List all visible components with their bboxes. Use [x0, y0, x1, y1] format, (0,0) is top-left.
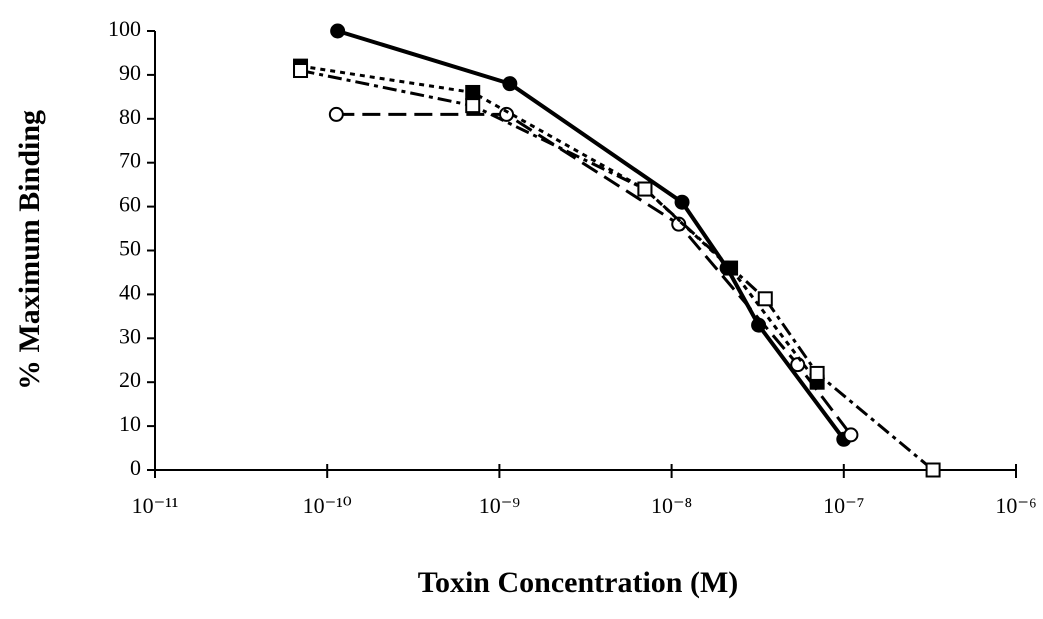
point	[925, 462, 941, 478]
y-tick-label: 70	[119, 148, 141, 173]
y-tick-label: 50	[119, 236, 141, 261]
point	[757, 291, 773, 307]
point	[809, 365, 825, 381]
point	[674, 194, 690, 210]
point	[328, 106, 344, 122]
point	[330, 23, 346, 39]
point	[465, 84, 481, 100]
x-tick-label: 10⁻¹¹	[132, 493, 179, 518]
x-tick-label: 10⁻⁷	[823, 493, 864, 518]
y-tick-label: 0	[130, 455, 141, 480]
x-tick-label: 10⁻⁹	[479, 493, 521, 518]
x-tick-label: 10⁻⁸	[651, 493, 692, 518]
point	[293, 63, 309, 79]
y-axis-title: % Maximum Binding	[13, 110, 46, 390]
x-tick-label: 10⁻⁶	[995, 493, 1036, 518]
x-tick-label: 10⁻¹⁰	[303, 493, 352, 518]
y-tick-label: 40	[119, 279, 141, 304]
point	[843, 427, 859, 443]
x-axis-title: Toxin Concentration (M)	[418, 566, 739, 599]
point	[637, 181, 653, 197]
y-tick-label: 80	[119, 104, 141, 129]
point	[790, 357, 806, 373]
y-tick-label: 10	[119, 411, 141, 436]
y-tick-label: 30	[119, 323, 141, 348]
series-line	[300, 69, 935, 472]
point	[502, 76, 518, 92]
series-line	[336, 112, 853, 436]
y-tick-label: 20	[119, 367, 141, 392]
y-tick-label: 100	[108, 16, 141, 41]
series-line	[337, 29, 846, 441]
point	[465, 98, 481, 114]
y-tick-label: 90	[119, 60, 141, 85]
y-tick-label: 60	[119, 192, 141, 217]
